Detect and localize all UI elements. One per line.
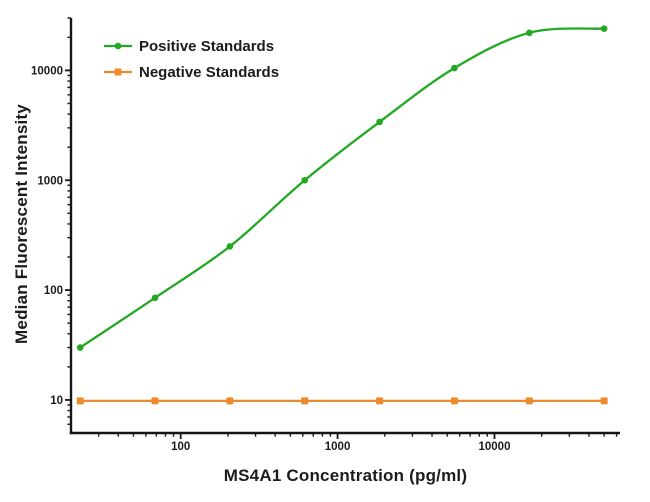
positive-standards-data-point [376, 118, 383, 126]
legend-item-positive-standards: Positive Standards [103, 33, 279, 59]
positive-standards-data-point [76, 344, 84, 351]
negative-standards-data-point [525, 397, 533, 405]
positive-standards-curve [79, 27, 606, 349]
positive-standards-data-point [451, 64, 458, 72]
legend-marker-icon [114, 42, 122, 50]
negative-standards-data-point [450, 397, 458, 405]
negative-standards-data-point [301, 397, 309, 405]
negative-standards-swatch-icon [104, 68, 132, 76]
negative-standards-data-point [226, 397, 234, 405]
legend-item-negative-standards: Negative Standards [103, 59, 279, 85]
legend-label-negative-standards: Negative Standards [139, 63, 280, 81]
positive-standards-swatch-icon [104, 42, 132, 50]
positive-standards-data-point [600, 25, 608, 32]
y-tick-label: 1000 [37, 175, 63, 187]
negative-standards-data-point [76, 397, 84, 405]
positive-standards-data-point [151, 294, 159, 302]
legend-marker-icon [114, 68, 122, 76]
x-tick-label: 1000 [325, 441, 351, 453]
positive-standards-data-point [525, 29, 533, 37]
negative-standards-data-point [376, 397, 384, 405]
x-axis-title: MS4A1 Concentration (pg/ml) [223, 466, 468, 485]
y-axis-title: Median Fluorescent Intensity [12, 104, 31, 344]
negative-standards-data-point [151, 397, 159, 405]
y-tick-label: 10 [50, 395, 63, 407]
positive-standards-data-point [226, 243, 234, 250]
y-tick-label: 10000 [31, 65, 63, 77]
legend-label-positive-standards: Positive Standards [139, 37, 275, 55]
legend: Positive Standards Negative Standards [103, 33, 279, 85]
x-tick-label: 10000 [478, 441, 510, 453]
positive-standards-data-point [301, 176, 309, 184]
negative-standards-data-point [600, 397, 608, 405]
x-tick-label: 100 [171, 441, 190, 453]
y-tick-label: 100 [44, 285, 63, 297]
